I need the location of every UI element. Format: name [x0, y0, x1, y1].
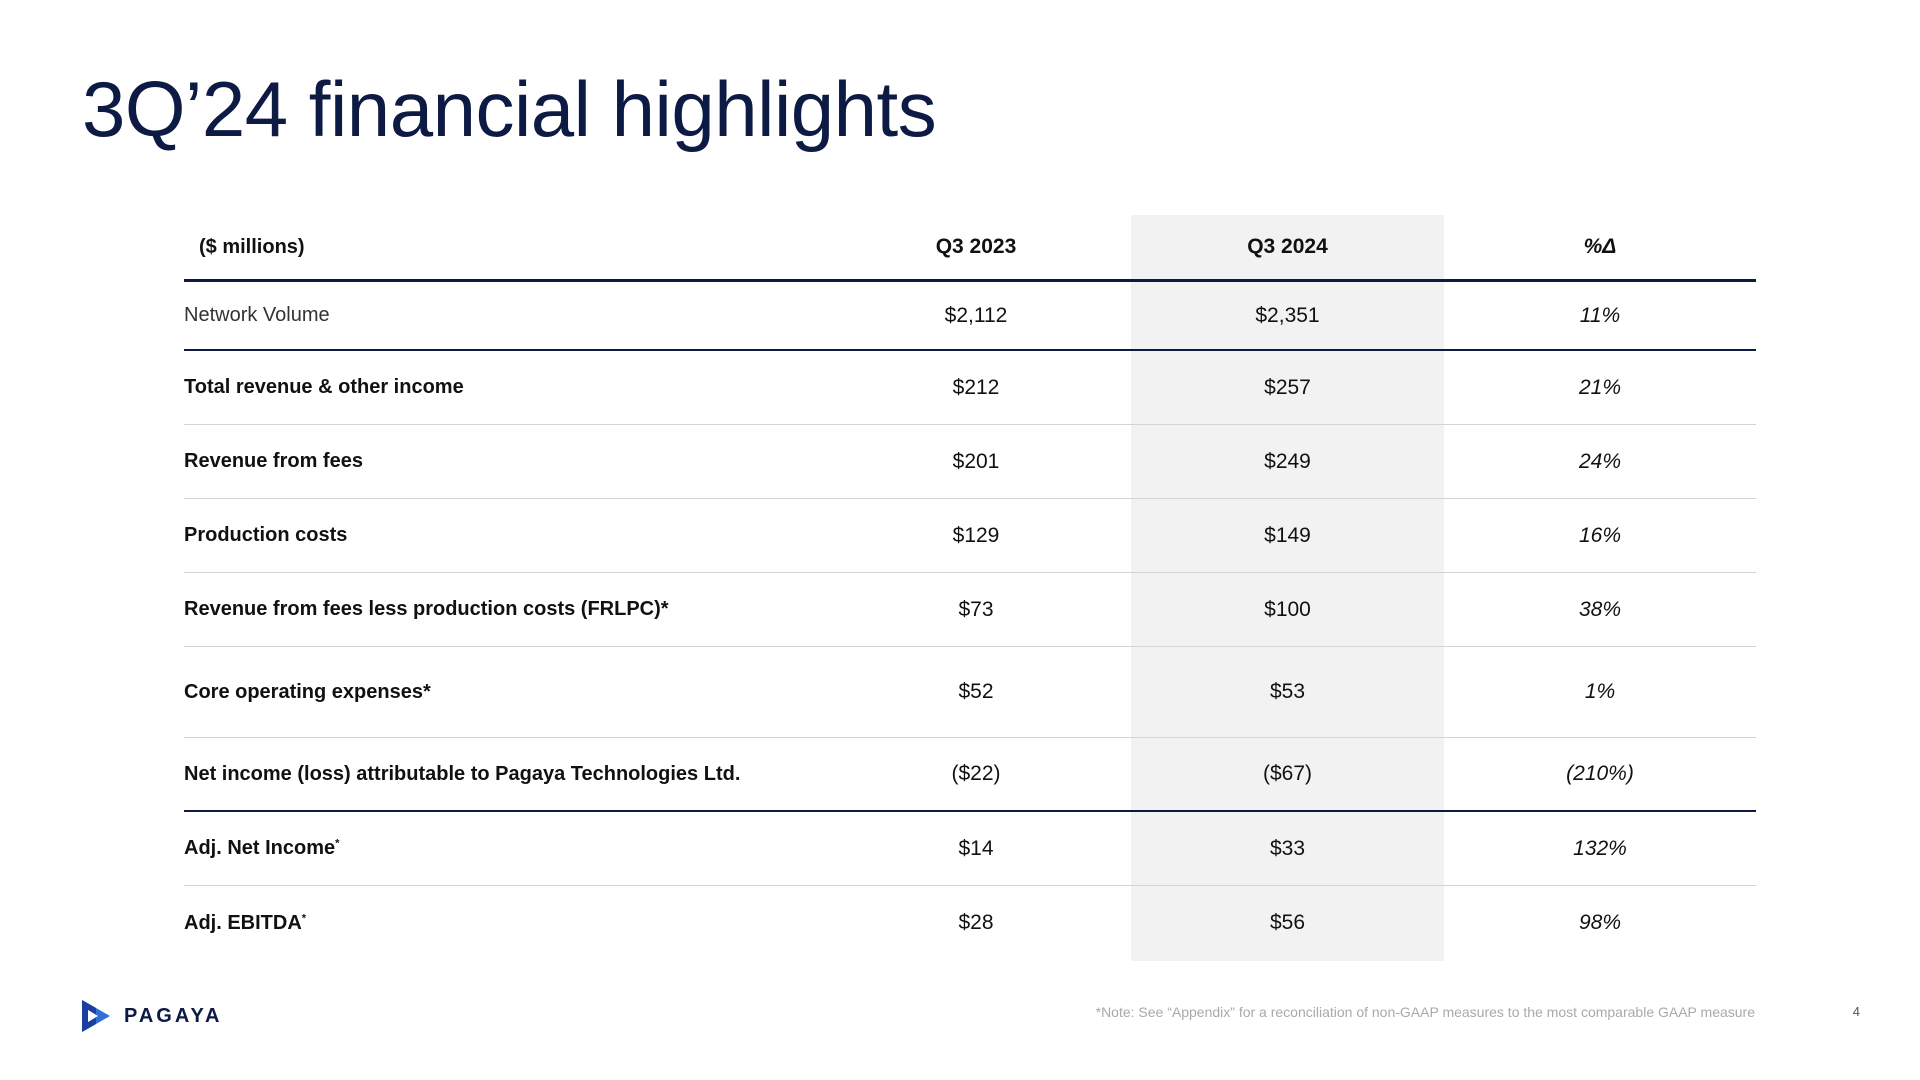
row-pct-change: (210%) [1566, 762, 1634, 785]
row-q3-2024: $149 [1264, 523, 1311, 547]
row-pct-change: 24% [1578, 449, 1622, 473]
header-q3-2023: Q3 2023 [935, 235, 1017, 258]
row-pct-change: 11% [1579, 303, 1621, 327]
footnote-marker: * [301, 911, 307, 924]
row-q3-2023: $201 [952, 449, 1000, 473]
row-q3-2024: $53 [1269, 680, 1306, 703]
q3-2024-column-highlight [1131, 215, 1444, 961]
row-label: Adj. Net Income* [184, 837, 821, 860]
row-q3-2023: $73 [958, 597, 994, 621]
row-q3-2024: ($67) [1262, 762, 1313, 785]
row-pct-change: 132% [1573, 836, 1627, 860]
table-row: Net income (loss) attributable to Pagaya… [184, 738, 1756, 812]
row-q3-2023: $14 [958, 836, 994, 860]
financial-highlights-table: ($ millions) Q3 2023 Q3 2024 %Δ Network … [184, 215, 1756, 960]
row-q3-2023: $129 [952, 523, 1000, 547]
row-pct-change: 1% [1584, 680, 1616, 703]
row-q3-2023: $28 [958, 911, 994, 934]
page-number: 4 [1852, 1004, 1860, 1019]
table-row: Core operating expenses* $52 $53 1% [184, 647, 1756, 738]
row-label: Production costs [184, 524, 348, 546]
table-header-row: ($ millions) Q3 2023 Q3 2024 %Δ [184, 215, 1756, 282]
row-q3-2024: $257 [1264, 375, 1311, 399]
footnote-marker: * [335, 837, 340, 850]
row-q3-2023: ($22) [951, 762, 1001, 785]
row-pct-change: 16% [1578, 523, 1622, 547]
page-title: 3Q’24 financial highlights [82, 65, 937, 153]
table-row: Adj. EBITDA* $28 $56 98% [184, 886, 1756, 960]
row-label: Revenue from fees less production costs … [184, 598, 669, 620]
header-units: ($ millions) [199, 235, 305, 258]
row-pct-change: 38% [1578, 597, 1622, 621]
footnote: *Note: See “Appendix” for a reconciliati… [1095, 1004, 1755, 1020]
row-label: Network Volume [184, 304, 330, 326]
row-q3-2024: $100 [1264, 597, 1311, 621]
row-q3-2023: $212 [952, 375, 1000, 399]
row-q3-2023: $2,112 [944, 303, 1008, 327]
row-label-text: Adj. Net Income [184, 837, 336, 859]
row-q3-2024: $56 [1269, 911, 1306, 934]
pagaya-logo: PAGAYA [80, 998, 222, 1034]
pagaya-logo-icon [82, 1000, 110, 1032]
row-q3-2024: $2,351 [1255, 303, 1320, 327]
table-row: Network Volume $2,112 $2,351 11% [184, 282, 1756, 351]
row-label: Revenue from fees [184, 450, 363, 472]
table-row: Revenue from fees less production costs … [184, 573, 1756, 647]
table-row: Revenue from fees $201 $249 24% [184, 425, 1756, 499]
row-label-text: Adj. EBITDA [184, 911, 302, 934]
row-q3-2023: $52 [958, 680, 994, 703]
row-q3-2024: $249 [1264, 449, 1311, 473]
row-pct-change: 98% [1578, 911, 1622, 934]
row-q3-2024: $33 [1269, 836, 1306, 860]
table-row: Production costs $129 $149 16% [184, 499, 1756, 573]
row-label: Core operating expenses* [184, 680, 431, 703]
row-pct-change: 21% [1578, 375, 1622, 399]
row-label: Total revenue & other income [184, 376, 464, 398]
table-row: Total revenue & other income $212 $257 2… [184, 351, 1756, 425]
table-row: Adj. Net Income* $14 $33 132% [184, 812, 1756, 886]
row-label: Adj. EBITDA* [184, 912, 821, 935]
header-q3-2024: Q3 2024 [1247, 235, 1328, 258]
logo-text: PAGAYA [124, 1004, 223, 1027]
row-label: Net income (loss) attributable to Pagaya… [184, 762, 741, 785]
header-pct-change: %Δ [1583, 235, 1617, 258]
